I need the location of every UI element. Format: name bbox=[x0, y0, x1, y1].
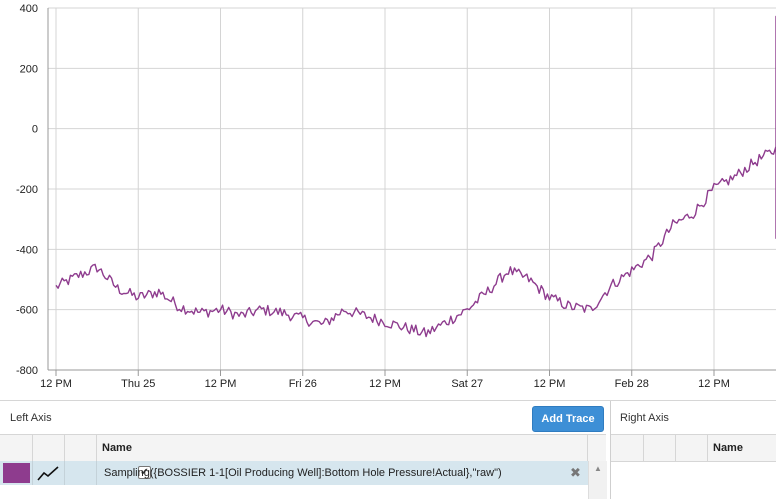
series-line bbox=[55, 15, 776, 338]
trace-visible-checkbox[interactable]: ✔ bbox=[138, 466, 151, 479]
trace-color-cell[interactable] bbox=[0, 461, 33, 485]
trace-color-swatch[interactable] bbox=[3, 463, 30, 483]
y-tick-label: 400 bbox=[20, 3, 38, 15]
header-color-column bbox=[611, 435, 644, 461]
header-color-column bbox=[0, 435, 33, 461]
y-tick-label: -600 bbox=[16, 305, 38, 317]
trace-style-cell[interactable] bbox=[32, 461, 65, 485]
y-tick-label: -800 bbox=[16, 365, 38, 377]
trace-grid-scrollbar[interactable]: ▲ bbox=[588, 461, 607, 499]
line-chart-icon[interactable] bbox=[32, 461, 64, 485]
y-tick-label: -200 bbox=[16, 184, 38, 196]
x-tick-label: Feb 28 bbox=[615, 378, 649, 390]
left-axis-panel: Left Axis Add Trace Name ✔ Sampling({BOS… bbox=[0, 401, 608, 499]
x-tick-label: 12 PM bbox=[534, 378, 566, 390]
x-tick-label: 12 PM bbox=[698, 378, 730, 390]
x-tick-label: 12 PM bbox=[369, 378, 401, 390]
right-trace-grid-header: Name bbox=[611, 434, 776, 462]
chevron-up-icon[interactable]: ▲ bbox=[594, 464, 602, 473]
header-name-column[interactable]: Name bbox=[96, 435, 588, 461]
header-visible-column bbox=[675, 435, 708, 461]
y-tick-label: -400 bbox=[16, 244, 38, 256]
right-axis-title: Right Axis bbox=[620, 412, 669, 424]
left-trace-grid-header: Name bbox=[0, 434, 606, 462]
chart-area[interactable]: 400 200 0 -200 -400 -600 -800 12 PM Thu 25 12 PM F… bbox=[0, 0, 776, 400]
header-style-column bbox=[643, 435, 676, 461]
y-tick-label: 200 bbox=[20, 63, 38, 75]
axis-layer bbox=[47, 8, 776, 376]
trace-row[interactable]: ✔ Sampling({BOSSIER 1-1[Oil Producing We… bbox=[0, 461, 588, 485]
header-style-column bbox=[32, 435, 65, 461]
add-trace-button[interactable]: Add Trace bbox=[532, 406, 604, 432]
header-name-column[interactable]: Name bbox=[713, 442, 743, 454]
close-icon[interactable]: ✖ bbox=[570, 465, 581, 480]
series-layer bbox=[55, 15, 776, 338]
header-visible-column bbox=[64, 435, 97, 461]
trace-name: Sampling({BOSSIER 1-1[Oil Producing Well… bbox=[104, 467, 502, 479]
trace-visible-cell[interactable]: ✔ bbox=[64, 461, 151, 485]
y-tick-label: 0 bbox=[32, 124, 38, 136]
x-tick-label: 12 PM bbox=[205, 378, 237, 390]
trace-panels: Left Axis Add Trace Name ✔ Sampling({BOS… bbox=[0, 400, 776, 499]
left-axis-title: Left Axis bbox=[10, 412, 52, 424]
x-tick-label: Fri 26 bbox=[289, 378, 317, 390]
x-tick-label: Thu 25 bbox=[121, 378, 155, 390]
right-axis-panel: Right Axis Name bbox=[610, 401, 776, 499]
grid-layer bbox=[48, 7, 776, 371]
x-tick-label: Sat 27 bbox=[451, 378, 483, 390]
x-tick-label: 12 PM bbox=[40, 378, 72, 390]
